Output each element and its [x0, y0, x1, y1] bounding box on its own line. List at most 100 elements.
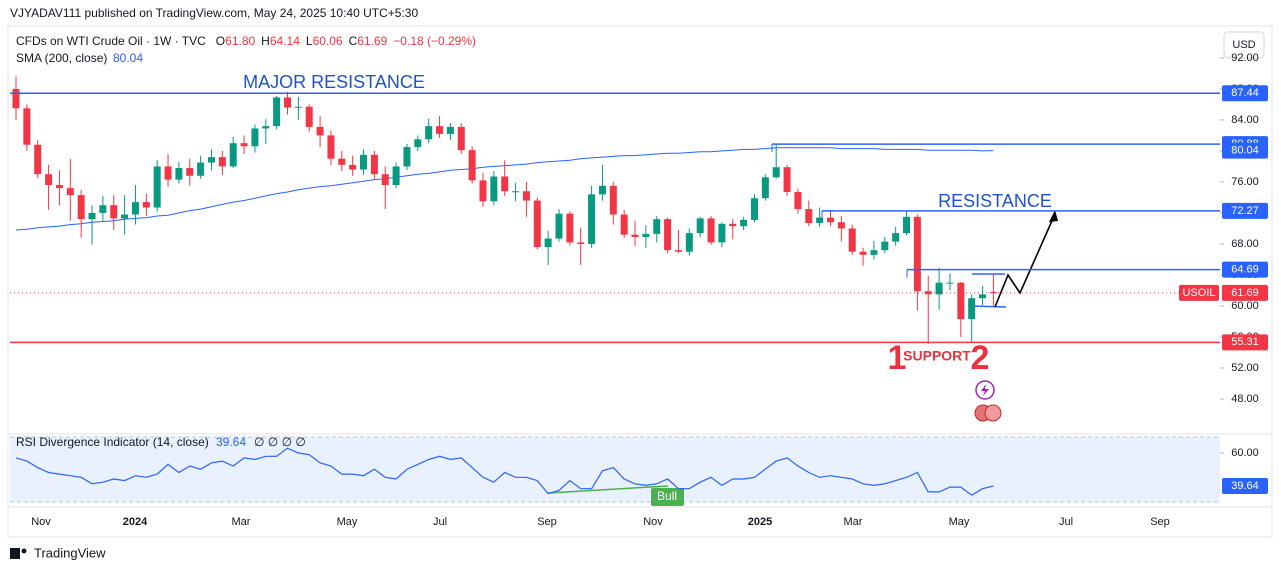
candle-body: [750, 198, 758, 220]
annotation: RESISTANCE: [938, 191, 1052, 211]
candle-body: [457, 126, 465, 151]
x-tick-label: 2024: [123, 516, 148, 528]
candle-body: [468, 150, 476, 181]
price-badge-label: 87.44: [1231, 87, 1259, 99]
currency-button[interactable]: [1223, 31, 1265, 59]
x-tick-label: 2025: [748, 516, 772, 528]
candle-body: [229, 143, 237, 167]
ohlc-value: 61.69: [357, 34, 387, 48]
y-tick-label: 76.00: [1231, 176, 1259, 188]
x-tick-label: Mar: [844, 516, 863, 528]
ohlc-key: H: [261, 34, 270, 48]
candle-body: [577, 242, 585, 244]
candle-body: [99, 205, 107, 213]
y-tick-label: 84.00: [1231, 114, 1259, 126]
candle-body: [381, 174, 389, 186]
publisher: VJYADAV111 published on TradingView.com,…: [10, 6, 418, 20]
y-tick-label: 60.00: [1231, 300, 1259, 312]
candle-body: [131, 202, 139, 215]
price-badge-label: 72.27: [1231, 205, 1259, 217]
candle-body: [848, 228, 856, 252]
candle-body: [305, 106, 313, 127]
flag-bottom: [971, 305, 1007, 308]
candle-body: [913, 216, 921, 292]
candle-body: [153, 166, 161, 208]
annotation: SUPPORT: [903, 348, 971, 364]
price-badge: [1222, 334, 1268, 351]
candle-body: [197, 162, 205, 176]
annotation: MAJOR RESISTANCE: [243, 72, 425, 92]
candle-body: [392, 166, 400, 186]
candle-body: [88, 212, 96, 220]
candle-body: [642, 233, 650, 237]
x-tick-label: Mar: [232, 516, 251, 528]
candle-body: [827, 217, 834, 223]
x-tick-label: May: [949, 516, 970, 528]
candle-body: [620, 214, 628, 235]
candle-body: [816, 217, 824, 224]
candle-body: [349, 164, 357, 170]
candle-body: [251, 128, 259, 147]
candle-body: [892, 233, 900, 242]
candle-body: [110, 205, 118, 219]
candle-body: [544, 238, 552, 248]
candle-body: [979, 294, 987, 299]
annotation: 2: [971, 339, 990, 377]
candle-body: [598, 185, 606, 195]
x-tick-label: May: [337, 516, 358, 528]
y-tick-label: 52.00: [1231, 362, 1259, 374]
candle-body: [707, 218, 715, 243]
candle-body: [989, 292, 997, 294]
candle-body: [718, 223, 726, 243]
candle-body: [870, 250, 878, 255]
candle-body: [360, 154, 368, 170]
footer: TradingView: [10, 545, 106, 560]
price-badge-label: 61.69: [1231, 287, 1259, 299]
arrow-head: [1049, 210, 1058, 222]
rsi-badge: [1222, 478, 1268, 495]
price-badge: [1222, 142, 1268, 159]
candle-body: [55, 185, 63, 189]
y-tick-label: 92.00: [1231, 52, 1259, 64]
annotation: 1: [888, 339, 907, 377]
candle-body: [294, 106, 302, 108]
candle-body: [935, 282, 943, 295]
ohlc-key: L: [306, 34, 313, 48]
x-tick-label: Sep: [1150, 516, 1170, 528]
flag-icon[interactable]: [984, 404, 1002, 422]
candle-body: [186, 167, 194, 176]
candle-body: [414, 139, 422, 148]
rsi-na: ∅ ∅ ∅ ∅: [254, 435, 306, 449]
candle-body: [284, 97, 291, 108]
candle-body: [533, 200, 541, 248]
candle-body: [45, 174, 53, 186]
candle-body: [696, 218, 704, 234]
candle-body: [34, 144, 42, 175]
sma-legend: SMA (200, close): [16, 51, 107, 65]
candle-body: [164, 166, 172, 180]
y-tick-label: 68.00: [1231, 238, 1259, 250]
x-tick-label: Nov: [31, 516, 51, 528]
candle-body: [403, 147, 411, 167]
footer-brand: TradingView: [34, 545, 106, 560]
candle-body: [924, 291, 932, 295]
candle-body: [609, 185, 617, 215]
event-icon-glyph: [981, 384, 989, 396]
candle-body: [479, 180, 487, 202]
price-badge: [1222, 261, 1268, 278]
currency[interactable]: USD: [1232, 39, 1255, 51]
y-tick-label: 60.00: [1231, 447, 1259, 459]
candle-body: [273, 97, 281, 127]
change: −0.18 (−0.29%): [393, 34, 476, 48]
ohlc-key: C: [349, 34, 358, 48]
x-tick-label: Sep: [537, 516, 557, 528]
candle-body: [501, 176, 509, 192]
x-tick-label: Jul: [1059, 516, 1073, 528]
candle-body: [631, 234, 639, 237]
candle-body: [490, 176, 498, 202]
candle-body: [121, 214, 129, 219]
x-tick-label: Jul: [433, 516, 447, 528]
candle-body: [338, 158, 346, 165]
candle-body: [783, 167, 791, 193]
